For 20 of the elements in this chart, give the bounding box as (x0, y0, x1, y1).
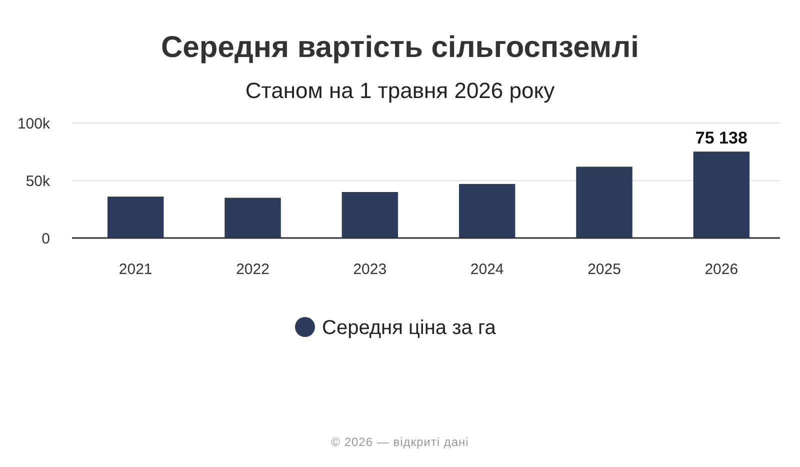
bar (576, 166, 632, 238)
bar (107, 196, 164, 238)
y-tick-label: 100k (17, 115, 50, 132)
data-label: 75 138 (695, 128, 748, 148)
text: © 2026 — відкриті дані (331, 435, 469, 449)
x-tick-label: 2025 (588, 261, 621, 278)
x-tick-label: 2026 (704, 261, 738, 278)
legend-label: Середня ціна за га (322, 317, 497, 339)
bar (224, 198, 281, 238)
x-tick-label: 2023 (353, 261, 387, 278)
x-tick-label: 2022 (236, 261, 270, 278)
bar (458, 184, 516, 238)
x-tick-label: 2024 (470, 261, 504, 278)
y-tick-label: 50k (26, 172, 50, 190)
bar (693, 152, 750, 238)
chart-title: Середня вартість сільгоспземлі (161, 31, 639, 64)
bar (342, 192, 398, 238)
x-tick-label: 2021 (118, 261, 152, 278)
chart-subtitle: Станом на 1 травня 2026 року (245, 78, 555, 103)
y-tick-label: 0 (42, 230, 50, 248)
